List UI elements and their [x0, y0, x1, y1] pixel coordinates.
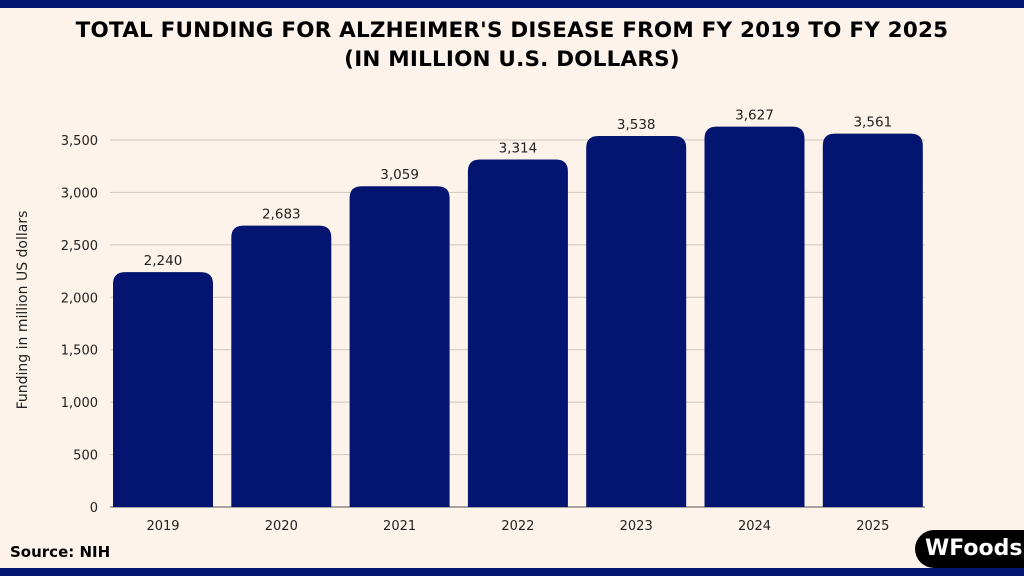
- bar-2023: [586, 136, 687, 507]
- bar-2019: [113, 272, 213, 507]
- y-tick-label: 500: [73, 449, 98, 464]
- bar-2024: [704, 126, 805, 508]
- bar-2025: [822, 133, 923, 508]
- data-label: 2,683: [262, 207, 301, 223]
- data-label: 3,059: [380, 167, 419, 183]
- bar-2022: [467, 159, 568, 508]
- wfoods-logo: WFoods: [915, 530, 1024, 568]
- y-tick-label: 1,000: [61, 396, 98, 411]
- bar-2021: [349, 186, 450, 507]
- data-label: 3,314: [499, 141, 538, 157]
- data-label: 3,627: [735, 108, 774, 124]
- y-tick-label: 1,500: [61, 344, 98, 359]
- title-line: TOTAL FUNDING FOR ALZHEIMER'S DISEASE FR…: [75, 18, 949, 43]
- logo-text: WFoods: [925, 536, 1023, 561]
- subtitle-line: (IN MILLION U.S. DOLLARS): [344, 47, 680, 72]
- y-tick-label: 0: [90, 501, 98, 516]
- y-tick-label: 3,000: [61, 186, 98, 201]
- x-tick-label: 2025: [856, 519, 889, 534]
- x-tick-label: 2022: [501, 519, 534, 534]
- x-tick-label: 2023: [620, 519, 653, 534]
- x-tick-label: 2019: [146, 519, 179, 534]
- data-label: 3,561: [853, 115, 892, 131]
- data-label: 2,240: [144, 253, 183, 269]
- y-tick-label: 3,500: [61, 134, 98, 149]
- data-label: 3,538: [617, 117, 656, 133]
- chart-title: TOTAL FUNDING FOR ALZHEIMER'S DISEASE FR…: [0, 16, 1024, 74]
- x-tick-label: 2020: [265, 519, 298, 534]
- x-tick-label: 2024: [738, 519, 771, 534]
- y-axis-label: Funding in million US dollars: [15, 211, 31, 410]
- y-tick-label: 2,500: [61, 239, 98, 254]
- top-accent-bar: [0, 0, 1024, 8]
- bottom-accent-bar: [0, 568, 1024, 576]
- bar-2020: [231, 225, 332, 508]
- source-label: Source: NIH: [10, 543, 111, 561]
- y-tick-label: 2,000: [61, 291, 98, 306]
- x-tick-label: 2021: [383, 519, 416, 534]
